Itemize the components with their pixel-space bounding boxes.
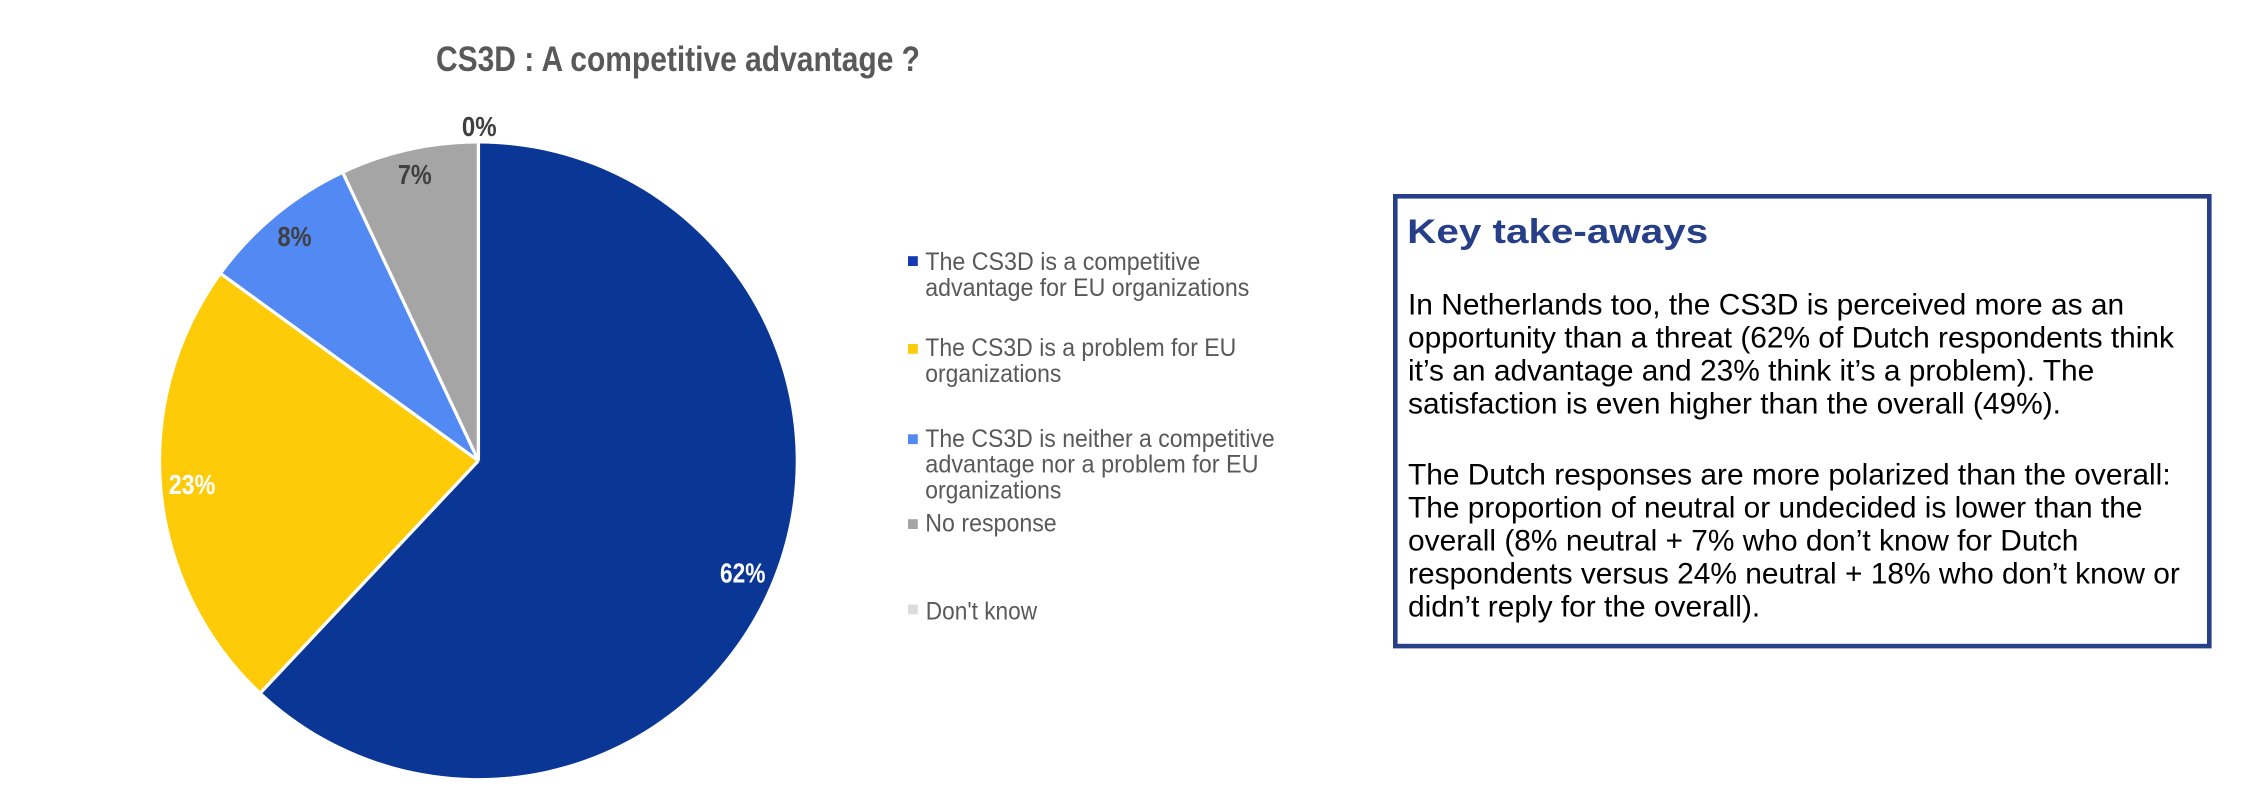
svg-text:23%: 23%	[169, 469, 216, 500]
svg-text:0%: 0%	[462, 111, 497, 142]
svg-text:advantage nor a problem for EU: advantage nor a problem for EU	[925, 451, 1258, 479]
svg-text:In Netherlands too, the CS3D i: In Netherlands too, the CS3D is perceive…	[1408, 289, 2124, 322]
svg-text:respondents versus 24% neutral: respondents versus 24% neutral + 18% who…	[1408, 557, 2180, 590]
svg-text:8%: 8%	[278, 221, 312, 252]
svg-text:Key take-aways: Key take-aways	[1407, 213, 1708, 251]
svg-text:organizations: organizations	[925, 477, 1061, 505]
svg-text:Don't know: Don't know	[926, 597, 1038, 625]
svg-text:The CS3D is a problem for EU: The CS3D is a problem for EU	[925, 334, 1236, 362]
svg-text:The proportion of neutral or u: The proportion of neutral or undecided i…	[1408, 491, 2142, 524]
svg-text:opportunity than a threat (62%: opportunity than a threat (62% of Dutch …	[1408, 322, 2174, 355]
svg-text:62%: 62%	[720, 557, 765, 588]
svg-text:The CS3D is neither a competit: The CS3D is neither a competitive	[925, 425, 1274, 453]
svg-text:overall (8% neutral + 7% who d: overall (8% neutral + 7% who don’t know …	[1408, 524, 2078, 557]
svg-text:organizations: organizations	[925, 360, 1061, 388]
svg-text:advantage for EU organizations: advantage for EU organizations	[925, 274, 1249, 302]
svg-text:No response: No response	[925, 510, 1056, 538]
svg-text:The CS3D is a competitive: The CS3D is a competitive	[925, 248, 1200, 276]
svg-text:satisfaction is even higher th: satisfaction is even higher than the ove…	[1408, 388, 2061, 421]
svg-text:CS3D : A competitive advantage: CS3D : A competitive advantage ?	[436, 40, 920, 79]
svg-text:it’s an advantage and 23% thin: it’s an advantage and 23% think it’s a p…	[1408, 355, 2094, 388]
svg-text:didn’t reply for the overall).: didn’t reply for the overall).	[1408, 590, 1760, 623]
svg-text:7%: 7%	[398, 159, 432, 190]
svg-text:The Dutch responses are more p: The Dutch responses are more polarized t…	[1408, 458, 2171, 491]
